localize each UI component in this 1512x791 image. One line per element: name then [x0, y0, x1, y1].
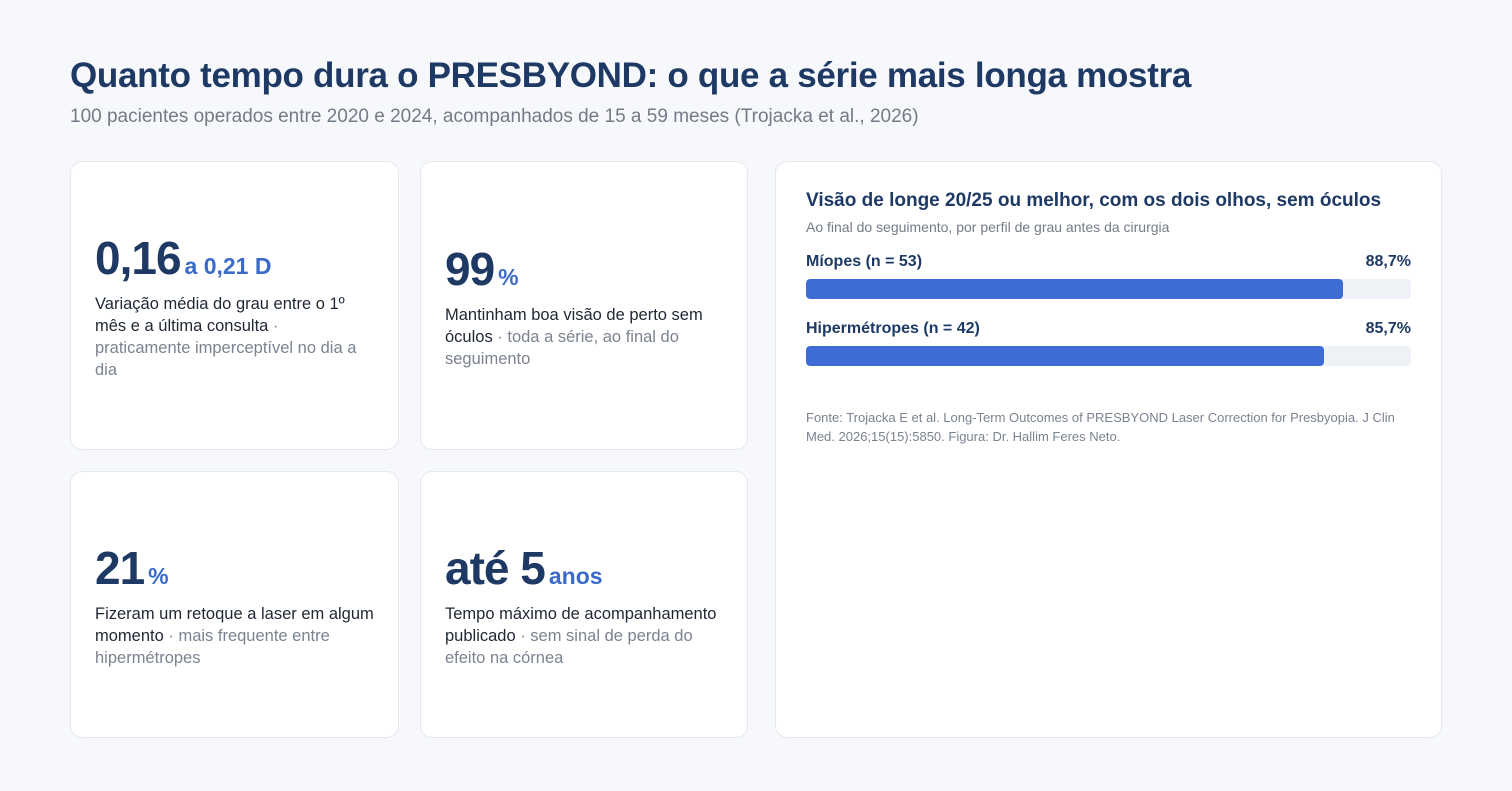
stat-unit: % [498, 263, 519, 290]
stat-value-line: 0,16 a 0,21 D [95, 231, 374, 285]
chart-source: Fonte: Trojacka E et al. Long-Term Outco… [806, 410, 1395, 444]
stat-description: Variação média do grau entre o 1º mês e … [95, 293, 374, 381]
bar-header: Míopes (n = 53) 88,7% [806, 253, 1411, 271]
stat-value: 21 [95, 541, 145, 594]
stat-unit: anos [548, 562, 603, 589]
stat-value: 0,16 [95, 231, 182, 284]
stat-value: 99 [445, 242, 495, 295]
bar-value-label: 85,7% [1365, 320, 1411, 337]
stat-description-note: · mais frequente entre hipermétropes [95, 626, 330, 667]
bar-hipermetropes [806, 346, 1325, 366]
chart-title: Visão de longe 20/25 ou melhor, com os d… [806, 190, 1382, 211]
stat-description-main: Mantinham boa visão de perto sem óculos [445, 305, 703, 346]
stat-unit: % [148, 562, 169, 589]
page-title: Quanto tempo dura o PRESBYOND: o que a s… [70, 56, 1192, 95]
stat-value-line: 21 % [95, 541, 374, 595]
stat-description-note: · praticamente imperceptível no dia a di… [95, 316, 357, 379]
stat-value-line: 99 % [445, 242, 723, 296]
bar-value-label: 88,7% [1365, 253, 1411, 270]
chart-subtitle: Ao final do seguimento, por perfil de gr… [806, 219, 1170, 235]
stat-unit: a 0,21 D [184, 252, 272, 279]
bar-category-label: Míopes (n = 53) [806, 253, 923, 270]
bar-track [806, 346, 1411, 366]
stat-value: até 5 [445, 541, 546, 594]
bar-category-label: Hipermétropes (n = 42) [806, 320, 980, 337]
bar-row-hipermetropes: Hipermétropes (n = 42) 85,7% [806, 320, 1411, 366]
stat-description-note: · sem sinal de perda do efeito na córnea [445, 626, 693, 667]
bar-row-miopes: Míopes (n = 53) 88,7% [806, 253, 1411, 299]
stat-card-retouch: 21 % Fizeram um retoque a laser em algum… [70, 471, 399, 738]
stat-card-near-vision: 99 % Mantinham boa visão de perto sem óc… [420, 161, 748, 450]
chart-card: Visão de longe 20/25 ou melhor, com os d… [775, 161, 1442, 738]
stat-description-note: · toda a série, ao final do seguimento [445, 327, 679, 368]
stat-card-follow-up: até 5 anos Tempo máximo de acompanhament… [420, 471, 748, 738]
stat-value-line: até 5 anos [445, 541, 723, 595]
stat-description: Tempo máximo de acompanhamento publicado… [445, 603, 723, 669]
stat-card-grade-variation: 0,16 a 0,21 D Variação média do grau ent… [70, 161, 399, 450]
stat-description: Fizeram um retoque a laser em algum mome… [95, 603, 374, 669]
stat-description-main: Tempo máximo de acompanhamento publicado [445, 604, 717, 645]
bar-track [806, 279, 1411, 299]
stat-description: Mantinham boa visão de perto sem óculos … [445, 304, 723, 370]
stat-description-main: Variação média do grau entre o 1º mês e … [95, 294, 345, 335]
stat-description-main: Fizeram um retoque a laser em algum mome… [95, 604, 374, 645]
bar-header: Hipermétropes (n = 42) 85,7% [806, 320, 1411, 338]
bar-miopes [806, 279, 1343, 299]
page-subtitle: 100 pacientes operados entre 2020 e 2024… [70, 106, 919, 127]
